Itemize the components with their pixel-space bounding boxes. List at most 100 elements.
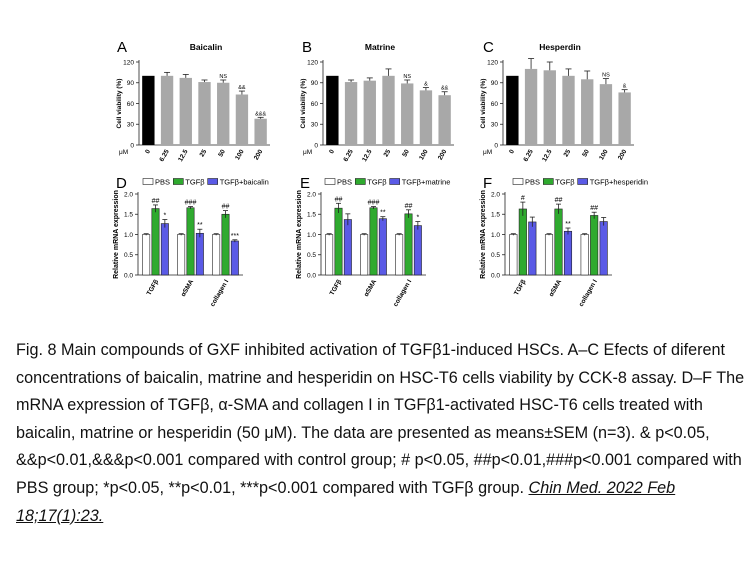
panel-f-y-tick-label: 1.0 bbox=[491, 232, 500, 239]
panel-d-letter: D bbox=[116, 175, 127, 192]
panel-a-bar bbox=[217, 82, 230, 145]
panel-d-bar bbox=[212, 234, 221, 276]
panel-a-title: Baicalin bbox=[190, 42, 223, 52]
panel-d-bar bbox=[230, 240, 239, 276]
panel-e-y-axis-label: Relative mRNA expression bbox=[296, 190, 303, 279]
panel-d-y-axis-label: Relative mRNA expression bbox=[113, 190, 120, 279]
panel-c-x-tick-label: 12.5 bbox=[541, 148, 554, 163]
panel-c-bar bbox=[618, 92, 631, 145]
panel-d-y-tick-label: 0.5 bbox=[124, 252, 133, 259]
panel-f-x-tick-label: αSMA bbox=[548, 278, 563, 298]
panel-c-y-tick-label: 0 bbox=[494, 142, 498, 149]
caption-text: Fig. 8 Main compounds of GXF inhibited a… bbox=[16, 341, 745, 497]
panel-b-y-tick-label: 0 bbox=[314, 142, 318, 149]
panel-e-bar bbox=[369, 207, 378, 276]
panel-b-x-tick-label: 50 bbox=[401, 148, 411, 158]
panel-b-y-axis-label: Cell viability (%) bbox=[300, 79, 307, 129]
panel-d-y-tick-label: 2.0 bbox=[124, 191, 133, 198]
panel-a-x-tick-label: 6.25 bbox=[158, 148, 171, 163]
panel-c-x-tick-label: 50 bbox=[581, 148, 591, 158]
panel-f-bar bbox=[599, 221, 608, 276]
panel-a-bar bbox=[179, 77, 192, 145]
panel-d-x-tick-label: TGFβ bbox=[146, 278, 161, 296]
panel-f-legend-swatch bbox=[512, 178, 524, 185]
panel-e-bar bbox=[334, 207, 343, 276]
panel-e-y-tick-label: 1.5 bbox=[307, 212, 316, 219]
panel-f-bar bbox=[544, 234, 554, 276]
panel-b-x-tick-label: 0 bbox=[328, 148, 336, 155]
caption-citation: Chin Med. 2022 Feb 18;17(1):23. bbox=[16, 478, 676, 525]
panel-f-significance-mark: # bbox=[521, 195, 525, 202]
panel-a-x-tick-label: 25 bbox=[199, 148, 209, 158]
panel-b-x-tick-label: 12.5 bbox=[361, 148, 374, 163]
panel-b-title: Matrine bbox=[365, 42, 396, 52]
panel-a-letter: A bbox=[117, 39, 127, 56]
panel-f-y-axis-label: Relative mRNA expression bbox=[480, 190, 487, 279]
panel-d-bar bbox=[151, 208, 160, 276]
panel-f-y-tick-label: 0.0 bbox=[491, 272, 500, 279]
panel-c-significance-mark: & bbox=[623, 84, 627, 90]
panel-a-y-tick-label: 120 bbox=[123, 59, 134, 66]
panel-f-bar bbox=[563, 230, 573, 276]
panel-d-bar bbox=[195, 232, 204, 276]
panel-e-legend-swatch bbox=[389, 178, 401, 185]
panel-d-significance-mark: ## bbox=[222, 204, 230, 211]
panel-f-letter: F bbox=[483, 175, 492, 192]
panel-a-bar bbox=[254, 118, 267, 145]
panel-b-significance-mark: & bbox=[424, 82, 428, 88]
panel-f-significance-mark: ## bbox=[590, 205, 598, 212]
panel-b-y-tick-label: 120 bbox=[307, 59, 318, 66]
panel-d-y-tick-label: 1.5 bbox=[124, 212, 133, 219]
panel-d-legend-label: PBS bbox=[155, 178, 170, 187]
panel-e-bar bbox=[360, 234, 369, 276]
panel-b-bar bbox=[438, 95, 451, 145]
panel-e-bar bbox=[378, 218, 387, 276]
panel-b-bar bbox=[382, 75, 395, 145]
panel-a-x-unit: μM bbox=[119, 149, 128, 156]
panel-c-y-axis-label: Cell viability (%) bbox=[480, 79, 487, 129]
figure-caption: Fig. 8 Main compounds of GXF inhibited a… bbox=[16, 337, 746, 530]
panel-e-x-tick-label: αSMA bbox=[363, 278, 378, 298]
panel-e-y-tick-label: 1.0 bbox=[307, 232, 316, 239]
panel-a-bar bbox=[160, 75, 174, 145]
panel-a-x-tick-label: 0 bbox=[144, 148, 152, 155]
panel-f-bar bbox=[509, 234, 518, 276]
panel-c-x-tick-label: 0 bbox=[508, 148, 516, 155]
panel-b-bar bbox=[344, 82, 358, 145]
panel-d-x-tick-label: collagen I bbox=[209, 278, 230, 308]
panel-c-x-tick-label: 200 bbox=[617, 148, 629, 161]
panel-d-significance-mark: * bbox=[163, 213, 166, 220]
panel-b-x-tick-label: 25 bbox=[383, 148, 393, 158]
panel-a-y-axis-label: Cell viability (%) bbox=[116, 79, 123, 129]
panel-a-y-tick-label: 0 bbox=[130, 142, 134, 149]
panel-d-legend-swatch bbox=[173, 178, 184, 185]
panel-c-bar bbox=[524, 68, 538, 145]
panel-c-y-tick-label: 120 bbox=[487, 59, 498, 66]
panel-b-y-tick-label: 30 bbox=[311, 122, 319, 129]
panel-e-legend-label: PBS bbox=[337, 178, 352, 187]
panel-c-y-tick-label: 90 bbox=[491, 80, 499, 87]
panel-a-bar bbox=[235, 94, 249, 145]
panel-c-x-tick-label: 6.25 bbox=[522, 148, 535, 163]
panel-f-y-tick-label: 1.5 bbox=[491, 212, 500, 219]
panel-c-bar bbox=[506, 75, 519, 145]
panel-f-bar bbox=[580, 234, 589, 276]
panel-d-bar bbox=[177, 234, 186, 276]
panel-f-significance-mark: ** bbox=[565, 221, 571, 228]
panel-d-bar bbox=[186, 207, 195, 276]
panel-c-title: Hesperdin bbox=[539, 42, 581, 52]
panel-f-bar bbox=[554, 208, 563, 276]
panel-e-y-tick-label: 0.0 bbox=[307, 272, 316, 279]
panel-e-significance-mark: ** bbox=[380, 210, 386, 217]
panel-d-legend-label: TGFβ bbox=[185, 178, 205, 187]
panel-f-bar bbox=[518, 208, 527, 276]
panel-d-significance-mark: ### bbox=[185, 200, 197, 207]
panel-f-legend-label: TGFβ bbox=[555, 178, 575, 187]
panel-a-y-tick-label: 60 bbox=[127, 101, 135, 108]
panel-b-x-tick-label: 100 bbox=[418, 148, 430, 161]
panel-a-bar bbox=[198, 82, 211, 145]
panel-a-y-tick-label: 30 bbox=[127, 122, 135, 129]
panel-b-bar bbox=[363, 80, 376, 145]
panel-e-significance-mark: ## bbox=[335, 196, 343, 203]
